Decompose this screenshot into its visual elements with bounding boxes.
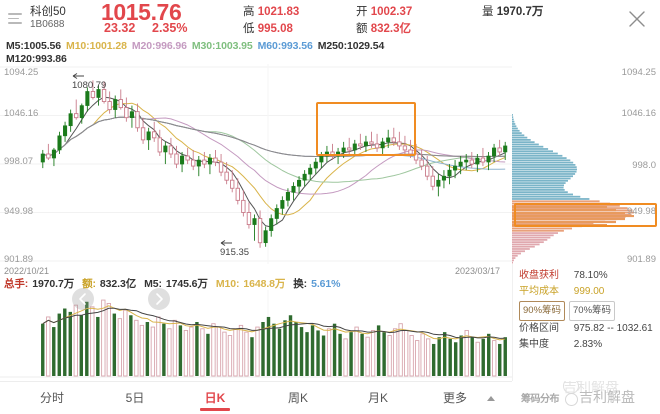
stock-code: 1B0688 [30,19,65,30]
open-label: 开 [356,6,368,18]
chip-90-button[interactable]: 90%筹码 [519,301,566,321]
last-price: 1015.76 [101,0,182,25]
stat-avgcost: 平均成本 999.00 [519,284,660,300]
date-end: 2023/03/17 [455,266,501,276]
price-axis-label-0: 1094.25 [4,67,39,78]
amount-label: 额 [356,23,368,35]
vol-amount: 额: 832.3亿 [82,278,137,290]
ma-item-m10: M10:1001.28 [66,40,127,52]
date-start: 2022/10/21 [4,266,50,276]
stat-range-value: 975.82 -- 1032.61 [573,323,653,334]
candlestick-chart[interactable]: 1094.25 1046.16 998.07 949.98 901.89 108… [0,64,512,265]
price-change-percent: 2.35% [152,21,188,35]
tab-monthk[interactable]: 月K [367,391,388,405]
ma-item-m5: M5:1005.56 [6,40,62,52]
menu-icon[interactable] [8,13,24,25]
ma-item-m120: M120:993.86 [6,52,67,65]
chip-axis-label-0: 1094.25 [621,67,656,78]
watermark-circle2-icon [565,393,578,406]
vol-turnover: 换: 5.61% [293,278,341,290]
low-value: 995.08 [257,23,293,35]
close-icon[interactable] [626,8,648,30]
ma-item-m30: M30:1003.95 [191,40,253,52]
chevron-up-icon[interactable] [487,396,495,401]
next-page-button[interactable] [148,288,170,310]
price-change: 23.32 [104,21,136,35]
tab-minute[interactable]: 分时 [39,391,64,405]
stat-profit-value: 78.10% [573,270,608,281]
amount-value: 832.3亿 [370,23,411,35]
high-annotation: 1080.79 [72,72,106,91]
stat-concentration-value: 2.83% [573,338,603,350]
volume-legend: 总手: 1970.7万 额: 832.3亿 M5: 1745.6万 M10: 1648.8万换… [4,276,348,291]
stat-profit-label: 收盘获利 [519,270,559,281]
high-value: 1021.83 [257,6,300,18]
tab-more[interactable]: 更多 [442,391,467,405]
stat-range-label: 价格区间 [519,323,559,334]
stat-avgcost-value: 999.00 [573,285,605,297]
watermark: 吉利解盘 筹码分布 吉利解盘 [519,381,660,413]
chip-axis-label-3: 949.98 [626,206,656,217]
price-axis-label-1: 1046.16 [4,108,39,119]
volume-canvas [0,290,512,378]
tab-5day[interactable]: 5日 [125,391,145,405]
stat-range: 价格区间 975.82 -- 1032.61 [519,321,660,337]
tab-weekk[interactable]: 周K [287,391,308,405]
period-tabbar: 分时 5日 日K 周K 月K 更多 [0,381,512,414]
stat-profit: 收盘获利 78.10% [519,268,660,284]
open-value: 1002.37 [370,6,413,18]
vol-total: 总手: 1970.7万 [4,278,75,290]
ma-item-m60: M60:993.56 [257,40,313,52]
chip-stats-panel: 收盘获利 78.10% 平均成本 999.00 90%筹码 70%筹码 价格区间 … [519,268,660,352]
tab-dayk[interactable]: 日K [204,391,226,405]
price-axis-label-2: 998.07 [4,156,34,167]
vol-ma10: M10: 1648.8万 [215,278,286,290]
low-label: 低 [243,23,255,35]
stock-name: 科创50 [30,6,66,18]
chip-axis-label-1: 1046.16 [621,108,656,119]
stat-avgcost-label: 平均成本 [519,285,559,297]
volume-label: 量 [482,6,494,18]
volume-value: 1970.7万 [496,6,544,18]
price-axis-label-4: 901.89 [4,254,34,265]
price-axis-label-3: 949.98 [4,206,34,217]
chip-axis-label-2: 998.0 [632,160,656,171]
chip-70-button[interactable]: 70%筹码 [569,301,616,321]
amount-stat: 额 832.3亿 [356,20,411,36]
stat-concentration-label: 集中度 [519,338,549,350]
stat-concentration: 集中度 2.83% [519,337,660,353]
volume-chart[interactable] [0,288,512,378]
watermark-left-label: 筹码分布 [521,394,560,405]
chip-axis-label-4: 901.89 [626,254,656,265]
low-annotation: 915.35 [220,239,249,258]
volume-stat: 量 1970.7万 [482,3,543,19]
chip-highlight-box [514,203,657,227]
ma-item-m20: M20:996.96 [131,40,187,52]
candlestick-canvas [0,64,512,264]
open-stat: 开 1002.37 [356,3,412,19]
chip-toggle-group: 90%筹码 70%筹码 [519,301,660,321]
chip-distribution-panel[interactable]: 1094.25 1046.16 998.0 949.98 901.89 [512,64,660,265]
prev-page-button[interactable] [72,288,94,310]
quote-header: 科创50 1B0688 1015.76 23.32 2.35% 高 1021.8… [0,0,660,38]
watermark-brand: 吉利解盘 [579,389,635,405]
high-label: 高 [243,6,255,18]
ma-item-m250: M250:1029.54 [317,40,385,52]
low-stat: 低 995.08 [243,20,293,36]
tab-active-underline [200,408,230,411]
ma-legend: M5:1005.56 M10:1001.28 M20:996.96 M30:1003.… [6,40,606,65]
high-stat: 高 1021.83 [243,3,299,19]
vol-ma5: M5: 1745.6万 [144,278,208,290]
